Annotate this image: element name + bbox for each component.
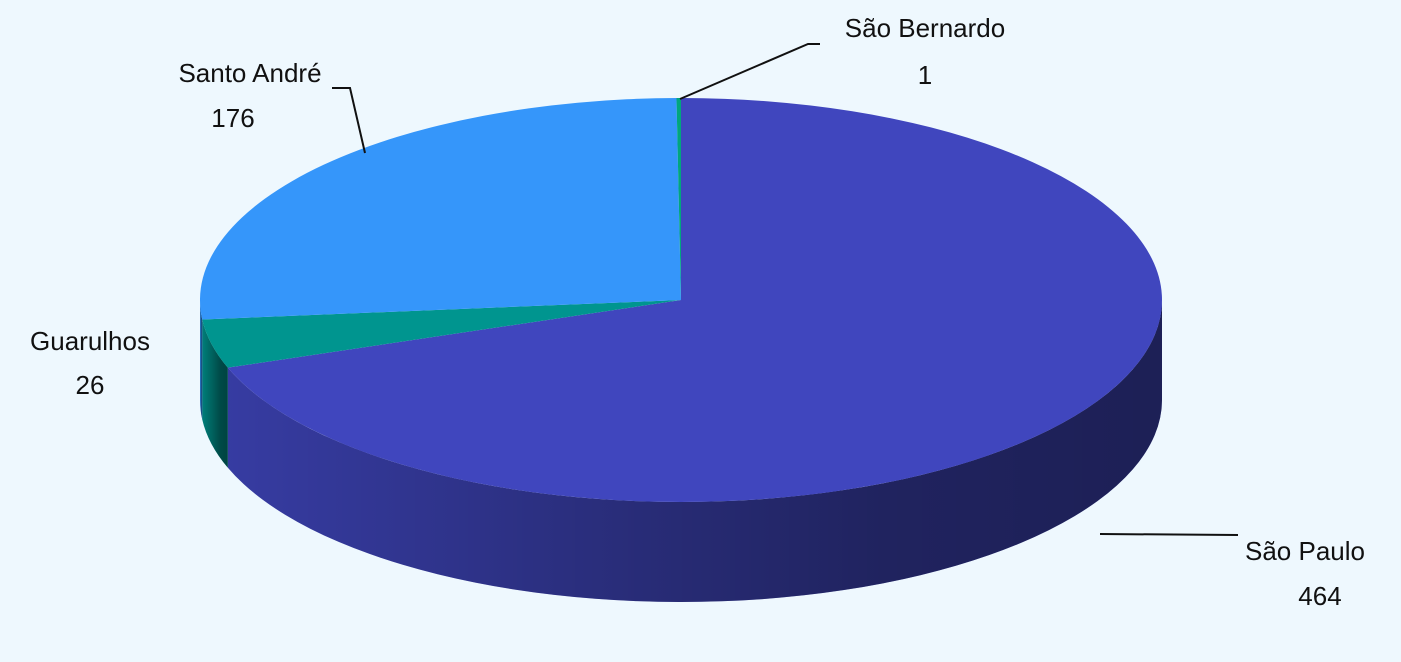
slice-value: 464 [1298, 581, 1341, 611]
slice-value: 26 [76, 370, 105, 400]
slice [202, 300, 681, 368]
slice [200, 98, 681, 320]
leader-line [332, 87, 366, 154]
slice [676, 98, 681, 300]
slice-side-shade [200, 300, 203, 420]
slice-side-shade [227, 300, 1163, 602]
pie [200, 98, 1163, 602]
slice-value: 1 [918, 60, 932, 90]
slice-label: Guarulhos [30, 326, 150, 356]
slice-label: São Paulo [1245, 536, 1365, 566]
slice-label: Santo André [178, 58, 321, 88]
slice-value: 176 [211, 103, 254, 133]
leader-line [1099, 533, 1239, 536]
slice-label: São Bernardo [845, 13, 1005, 43]
slice-side-shade [202, 319, 228, 468]
slice [227, 98, 1163, 503]
leader-line [679, 43, 820, 100]
